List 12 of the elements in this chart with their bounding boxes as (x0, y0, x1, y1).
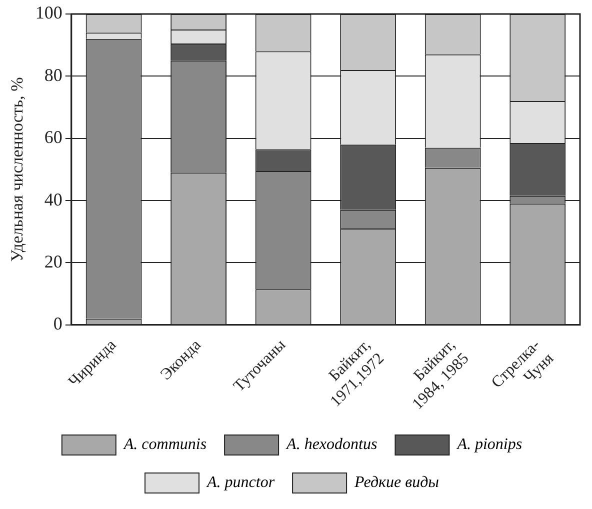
y-tick-label: 60 (44, 127, 62, 148)
y-axis-title: Удельная численность, % (8, 77, 27, 262)
y-tick-label: 40 (44, 189, 62, 210)
legend-label: A. punctor (206, 474, 276, 492)
y-tick-label: 80 (44, 64, 62, 85)
legend-label: A. pionips (456, 436, 522, 454)
y-tick-label: 0 (53, 314, 62, 334)
legend-label: A. communis (122, 436, 207, 454)
y-tick-label: 20 (44, 251, 62, 272)
legend-label: Редкие виды (354, 474, 440, 492)
legend-label: A. hexodontus (286, 436, 378, 454)
y-tick-label: 100 (35, 2, 62, 23)
